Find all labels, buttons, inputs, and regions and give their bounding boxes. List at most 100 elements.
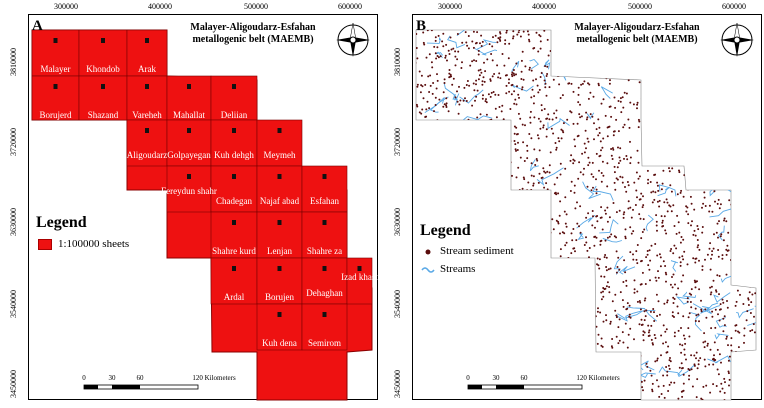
sheet-label: Lenjan: [267, 246, 292, 256]
map-title: Malayer-Aligoudarz-Esfahan metallogenic …: [190, 22, 316, 45]
x-tick-label: 600000: [338, 2, 362, 11]
sheet-marker: [232, 174, 236, 179]
y-tick-label: 3540000: [9, 290, 18, 318]
sheet-label: Shahre kurd: [212, 246, 256, 256]
sheet-marker: [187, 174, 191, 179]
sheet-marker: [145, 128, 149, 133]
x-tick-label: 400000: [148, 2, 172, 11]
sheet-marker: [277, 266, 282, 271]
sheet-marker: [277, 312, 282, 317]
scale-label: 60: [136, 374, 144, 382]
sheet-cell: [256, 303, 303, 351]
panel-letter: A: [32, 18, 43, 34]
x-tick-label: 500000: [628, 2, 652, 11]
sheet-label: Kuh dehgh: [214, 150, 254, 160]
sheet-label: Khondob: [86, 64, 120, 74]
sheet-cell: [78, 75, 128, 121]
sheet-marker: [322, 174, 327, 179]
scale-label: 0: [466, 374, 470, 382]
sheet-marker: [322, 266, 327, 271]
sheet-label: Dehaghan: [306, 288, 343, 298]
sheet-label: Borujerd: [39, 110, 72, 120]
map-panel-a: Malayer Khondob Arak Borujerd Shazand Vareheh…: [0, 0, 380, 408]
sheet-label: Shahre za: [306, 246, 343, 256]
sheet-marker: [277, 220, 282, 225]
sheet-marker: [187, 128, 191, 133]
y-tick-label: 3630000: [9, 208, 18, 236]
sheet-label: Kuh dena: [262, 338, 297, 348]
sheet-marker: [232, 128, 236, 133]
sheet-cell: [210, 119, 258, 167]
compass-rose-icon: [336, 22, 370, 57]
legend-item-sediment: Stream sediment: [440, 245, 514, 257]
legend-symbols: [421, 249, 435, 273]
panel-letter: B: [416, 18, 427, 34]
sheet-marker: [277, 128, 282, 133]
sheet-marker: [187, 84, 191, 89]
compass-rose-icon: [720, 22, 754, 57]
sheet-label: Malayer: [40, 64, 71, 74]
scale-bar: [467, 384, 583, 390]
sheet-cell: [166, 165, 212, 213]
stream-sediment-map: [415, 22, 757, 401]
legend-title: Legend: [420, 222, 471, 239]
sheet-marker: [53, 84, 58, 89]
scale-label: 120 Kilometers: [192, 374, 236, 382]
sheet-label: Shazand: [87, 110, 119, 120]
sheet-label: Arak: [138, 64, 156, 74]
sheet-cell: [166, 119, 212, 167]
sheet-cell: [301, 211, 348, 259]
y-tick-label: 3540000: [393, 290, 402, 318]
x-tick-label: 600000: [722, 2, 746, 11]
legend-item-streams: Streams: [440, 263, 476, 275]
sheet-label: Deliian: [220, 110, 248, 120]
sheet-cell: [301, 165, 348, 213]
sheet-marker: [101, 38, 105, 43]
y-tick-label: 3450000: [393, 370, 402, 398]
y-tick-label: 3720000: [393, 128, 402, 156]
scale-bar: [83, 384, 199, 390]
sheet-label: Fereydun shahr: [161, 186, 217, 196]
sheet-label: Vareheh: [132, 110, 162, 120]
sheet-cell: [126, 29, 168, 77]
y-tick-label: 3450000: [9, 370, 18, 398]
legend-title: Legend: [36, 214, 87, 231]
sheet-cell: [166, 75, 212, 121]
sheet-cell: [210, 211, 258, 259]
sheet-cell: [210, 257, 258, 305]
sheet-cell: [301, 303, 348, 351]
y-tick-label: 3810000: [393, 48, 402, 76]
sheet-cell: [210, 75, 258, 121]
scale-label: 60: [520, 374, 528, 382]
sheet-label: Esfahan: [310, 196, 339, 206]
map-frame: [412, 14, 762, 400]
sheet-label: Borujen: [265, 292, 294, 302]
sheet-swatch: [38, 238, 52, 250]
sheet-label: Semirom: [308, 338, 341, 348]
x-tick-label: 400000: [532, 2, 556, 11]
sheet-marker: [53, 38, 58, 43]
sheet-marker: [357, 266, 362, 271]
sheet-label: Izad khast: [341, 272, 378, 282]
legend-item-sheets: 1:100000 sheets: [38, 238, 129, 250]
sheet-label: Ardal: [223, 292, 245, 302]
sheet-label: Najaf abad: [259, 196, 300, 206]
scale-label: 0: [82, 374, 86, 382]
sheet-grid-map: [31, 22, 373, 401]
sheet-cell: [256, 119, 303, 167]
sheet-marker: [145, 38, 149, 43]
sheet-label: Golpayegan: [167, 150, 211, 160]
x-tick-label: 500000: [244, 2, 268, 11]
sheet-label: Chadegan: [216, 196, 252, 206]
sheet-marker: [232, 220, 236, 225]
map-frame: [28, 14, 378, 400]
sheet-marker: [277, 174, 282, 179]
sheet-cell: [126, 119, 168, 167]
scale-label: 30: [108, 374, 116, 382]
sheet-marker: [232, 84, 236, 89]
scale-label: 30: [492, 374, 500, 382]
sheet-label: Meymeh: [263, 150, 296, 160]
sheet-marker: [322, 312, 327, 317]
map-panel-b: B Malayer-Aligoudarz-Esfahan metallogeni…: [384, 0, 764, 408]
sheet-label: Aligoudarz: [126, 150, 168, 160]
